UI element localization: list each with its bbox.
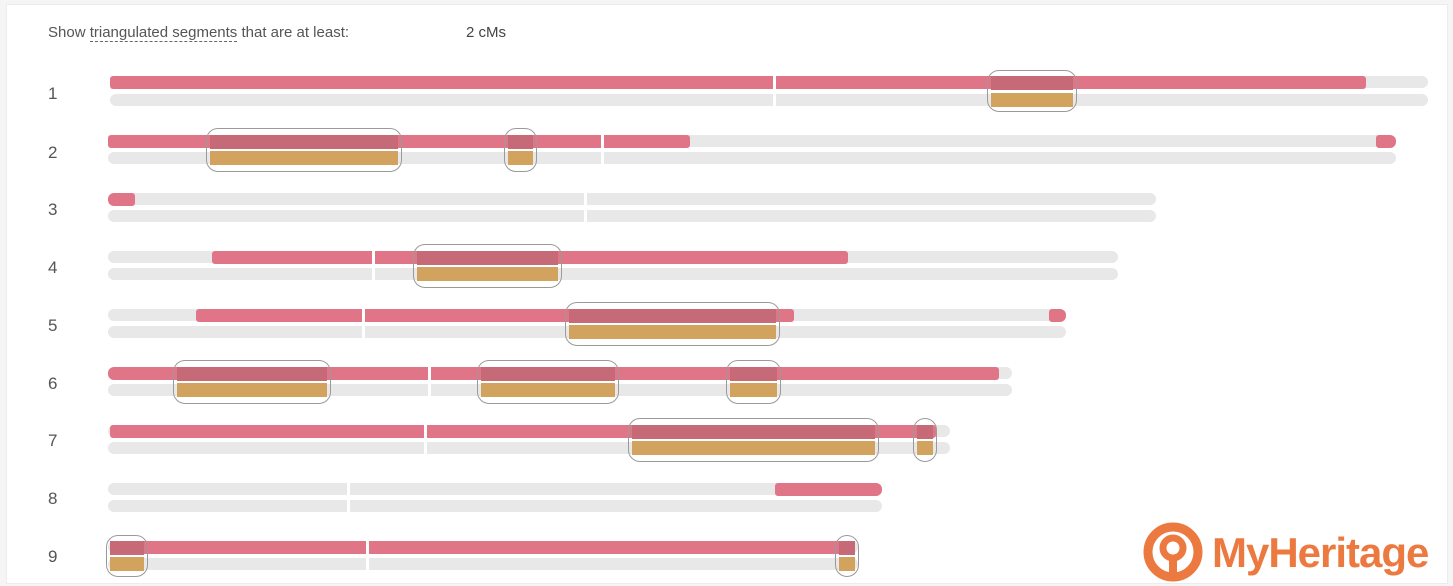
triangulated-segment-top[interactable] — [417, 251, 558, 265]
filter-prefix: Show — [48, 24, 90, 41]
centromere-divider — [366, 539, 369, 573]
triangulation-box[interactable] — [477, 360, 619, 404]
chromosome-label-8: 8 — [48, 489, 58, 508]
myheritage-logo: MyHeritage — [1142, 521, 1442, 583]
triangulation-box[interactable] — [504, 128, 537, 172]
chromosome-track-bottom — [108, 268, 1118, 280]
centromere-divider — [362, 307, 365, 341]
centromere-divider — [347, 481, 350, 515]
shared-segment[interactable] — [110, 541, 855, 554]
filter-header: Show triangulated segments that are at l… — [48, 24, 506, 42]
triangulated-segment-top[interactable] — [481, 367, 615, 381]
triangulated-segment[interactable] — [730, 383, 777, 397]
triangulation-box[interactable] — [173, 360, 331, 404]
triangulated-segment-top[interactable] — [730, 367, 777, 381]
triangulation-box[interactable] — [413, 244, 562, 288]
shared-segment[interactable] — [108, 193, 135, 206]
triangulated-segment[interactable] — [481, 383, 615, 397]
triangulated-segment[interactable] — [110, 557, 144, 571]
chromosome-label-5: 5 — [48, 316, 58, 335]
centromere-divider — [424, 423, 427, 457]
triangulated-segment[interactable] — [991, 93, 1073, 107]
triangulation-box[interactable] — [835, 535, 859, 577]
chromosome-track-top — [108, 483, 882, 495]
centromere-divider — [428, 365, 431, 399]
triangulated-segment[interactable] — [417, 267, 558, 281]
chromosome-track-top — [108, 193, 1156, 205]
triangulation-box[interactable] — [726, 360, 781, 404]
chromosome-track-bottom — [108, 152, 1396, 164]
triangulated-segment-top[interactable] — [177, 367, 327, 381]
centromere-divider — [584, 191, 587, 225]
triangulation-box[interactable] — [913, 418, 937, 462]
shared-segment[interactable] — [775, 483, 882, 496]
filter-suffix: that are at least: — [237, 24, 350, 41]
centromere-divider — [372, 249, 375, 283]
min-cm-value[interactable]: 2 cMs — [466, 24, 507, 41]
triangulated-segment-top[interactable] — [991, 76, 1073, 90]
chromosome-label-1: 1 — [48, 84, 58, 103]
triangulated-segment-top[interactable] — [569, 309, 776, 323]
chromosome-label-9: 9 — [48, 547, 58, 566]
chromosome-track-bottom — [108, 210, 1156, 222]
triangulation-box[interactable] — [565, 302, 780, 346]
chromosome-label-6: 6 — [48, 374, 58, 393]
centromere-divider — [601, 133, 604, 167]
triangulation-box[interactable] — [106, 535, 148, 577]
myheritage-logo-icon — [1143, 522, 1203, 582]
chromosome-label-3: 3 — [48, 200, 58, 219]
shared-segment[interactable] — [1376, 135, 1396, 148]
triangulation-box[interactable] — [206, 128, 402, 172]
shared-segment[interactable] — [110, 76, 1366, 89]
segment-panel — [6, 4, 1448, 584]
triangulated-segment-top[interactable] — [210, 135, 398, 149]
triangulated-segment[interactable] — [569, 325, 776, 339]
triangulation-box[interactable] — [628, 418, 879, 462]
brand-name: MyHeritage — [1212, 529, 1429, 576]
triangulated-segment-top[interactable] — [632, 425, 875, 439]
triangulation-box[interactable] — [987, 70, 1077, 112]
chromosome-track-bottom — [108, 500, 882, 512]
chromosome-label-7: 7 — [48, 431, 58, 450]
shared-segment[interactable] — [1049, 309, 1066, 322]
triangulated-segments-link[interactable]: triangulated segments — [89, 24, 238, 42]
chromosome-label-4: 4 — [48, 258, 58, 277]
triangulated-segment[interactable] — [177, 383, 327, 397]
triangulated-segment[interactable] — [632, 441, 875, 455]
triangulated-segment[interactable] — [210, 151, 398, 165]
triangulated-segment-top[interactable] — [110, 541, 144, 555]
chromosome-label-2: 2 — [48, 143, 58, 162]
chromosome-track-bottom — [110, 94, 1428, 106]
centromere-divider — [773, 74, 776, 108]
chromosome-track-bottom — [108, 558, 858, 570]
